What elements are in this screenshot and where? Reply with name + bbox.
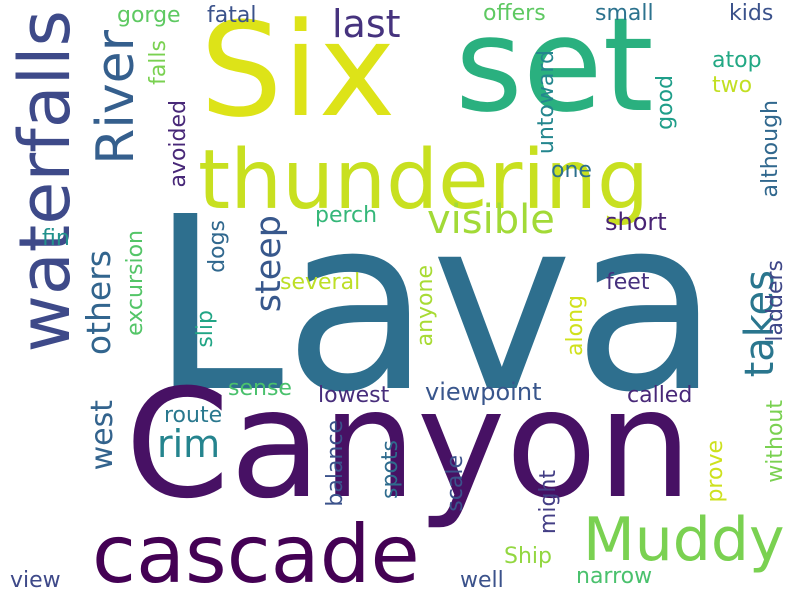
word-lava: Lava (150, 165, 720, 445)
word-thundering: thundering (198, 133, 650, 228)
word-well: well (460, 568, 504, 593)
word-cascade: cascade (92, 508, 420, 600)
word-river: River (86, 30, 146, 165)
word-ship: Ship (504, 544, 552, 569)
word-feet: feet (606, 270, 650, 295)
word-prove: prove (703, 440, 728, 503)
word-gorge: gorge (117, 3, 181, 28)
word-excursion: excursion (123, 230, 148, 336)
word-short: short (605, 208, 667, 236)
word-muddy: Muddy (583, 505, 785, 575)
word-atop: atop (712, 48, 762, 73)
word-fin: fin (42, 226, 70, 251)
word-anyone: anyone (413, 265, 438, 347)
word-ladders: ladders (763, 260, 788, 342)
word-balance: balance (323, 420, 348, 507)
word-perch: perch (315, 203, 378, 228)
word-six: Six (200, 0, 396, 146)
word-good: good (653, 75, 678, 130)
word-called: called (627, 383, 693, 408)
word-sense: sense (228, 376, 292, 401)
word-might: might (536, 470, 561, 535)
word-set: set (455, 0, 654, 141)
word-canyon: Canyon (125, 358, 693, 532)
word-offers: offers (483, 1, 546, 26)
word-visible: visible (427, 197, 555, 243)
word-along: along (563, 295, 588, 356)
word-narrow: narrow (576, 564, 653, 589)
word-slip: slip (193, 310, 218, 348)
word-fatal: fatal (207, 3, 257, 28)
word-others: others (79, 250, 118, 356)
word-falls: falls (146, 40, 171, 85)
word-last: last (332, 2, 401, 46)
word-two: two (712, 73, 753, 98)
word-small: small (595, 1, 654, 26)
word-viewpoint: viewpoint (425, 378, 542, 406)
word-waterfalls: waterfalls (4, 10, 86, 353)
word-scale: scale (443, 455, 468, 512)
word-lowest: lowest (318, 383, 390, 408)
word-without: without (763, 400, 788, 483)
word-although: although (758, 100, 783, 198)
word-route: route (164, 403, 223, 428)
word-kids: kids (729, 1, 774, 26)
word-dogs: dogs (205, 220, 230, 273)
word-avoided: avoided (166, 100, 191, 188)
word-untoward: untoward (534, 50, 559, 155)
word-one: one (551, 158, 592, 183)
word-view: view (10, 568, 61, 593)
word-several: several (280, 270, 361, 295)
word-steep: steep (249, 215, 289, 313)
word-spots: spots (378, 440, 403, 499)
word-west: west (85, 400, 120, 471)
word-rim: rim (157, 422, 221, 466)
